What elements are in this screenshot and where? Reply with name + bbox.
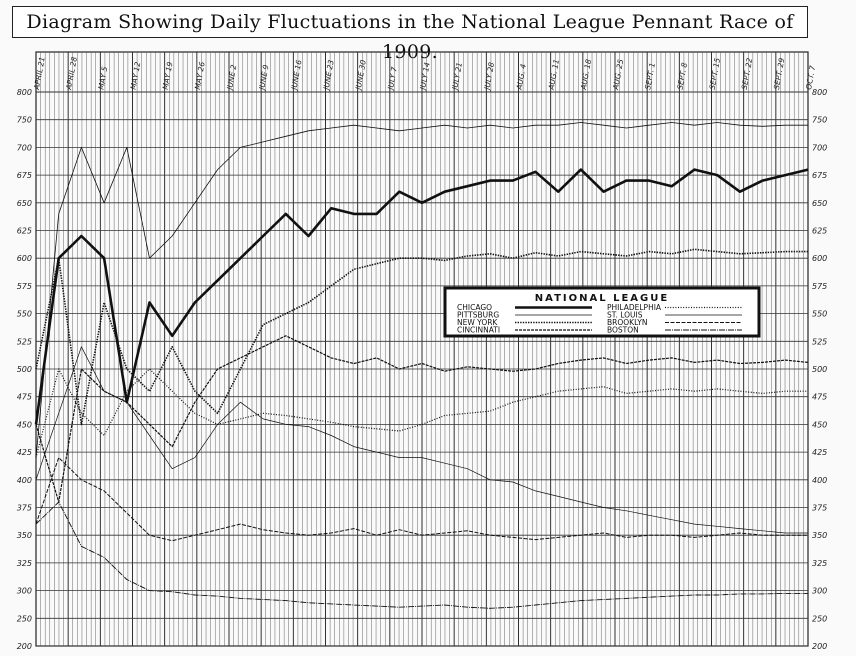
legend-entry: NEW YORK [457,318,498,327]
right-tick-label: 425 [812,448,827,457]
right-tick-label: 525 [812,337,827,346]
legend-entry: BOSTON [607,326,639,335]
date-label: SEPT. 29 [772,57,786,90]
series-line-boston [35,501,808,609]
date-label: MAY 26 [193,61,207,90]
right-tick-label: 700 [812,143,827,152]
date-label: JULY 14 [418,61,432,92]
left-tick-label: 525 [17,337,32,346]
series-line-st-louis [35,346,808,534]
legend-entry: CHICAGO [457,303,492,312]
right-tick-label: 750 [812,116,827,125]
legend-entry: CINCINNATI [457,326,500,335]
date-label: MAY 12 [129,61,143,90]
grid-lines [35,51,809,647]
left-tick-label: 675 [17,171,32,180]
left-tick-label: 375 [17,504,32,513]
series-lines [34,122,809,609]
series-line-pittsburg [35,122,808,458]
right-tick-label: 600 [812,254,827,263]
right-tick-label: 200 [812,642,827,651]
right-axis: 800 750 700 675 650 625 600 575 550 525 500 475 450 4… [812,88,827,651]
series-line-brooklyn [35,457,808,542]
legend-frame [443,286,761,338]
date-label: APRIL 28 [64,56,79,91]
legend-entry: BROOKLYN [607,318,647,327]
right-tick-label: 375 [812,504,827,513]
date-label: OCT. 7 [804,65,817,91]
legend-title: NATIONAL LEAGUE [535,293,669,304]
left-tick-label: 700 [17,143,32,152]
left-tick-label: 500 [17,365,32,374]
left-tick-label: 425 [17,448,32,457]
date-label: SEPT. 8 [675,62,689,91]
right-tick-label: 325 [812,559,827,568]
date-label: AUG. 25 [611,58,625,91]
legend-entry: PITTSBURG [457,311,499,320]
left-tick-label: 550 [17,310,32,319]
left-tick-label: 625 [17,227,32,236]
right-tick-label: 625 [812,227,827,236]
date-label: SEPT. 15 [708,57,722,90]
right-tick-label: 550 [812,310,827,319]
legend-entry: ST. LOUIS [607,311,643,320]
date-label: SEPT. 22 [740,57,754,90]
left-axis: 800 750 700 675 650 625 600 575 550 525 500 475 450 4… [17,88,32,651]
series-line-cincinnati [35,335,809,503]
left-tick-label: 575 [17,282,32,291]
date-label: SEPT. 1 [643,62,657,90]
left-tick-label: 650 [17,199,32,208]
left-tick-label: 250 [17,614,32,623]
right-tick-label: 400 [812,476,827,485]
left-tick-label: 350 [17,531,32,540]
right-tick-label: 800 [812,88,827,97]
date-label: MAY 19 [161,61,175,90]
date-label: JUNE 2 [225,64,239,93]
date-label: AUG. 18 [579,58,593,91]
right-tick-label: 250 [812,614,827,623]
left-tick-label: 450 [17,420,32,429]
right-tick-label: 475 [812,393,827,402]
left-tick-label: 300 [17,587,32,596]
right-tick-label: 350 [812,531,827,540]
date-labels: APRIL 21 APRIL 28 MAY 5 MAY 12 MAY 19 MAY 26 J… [32,56,817,92]
series-line-chicago [34,168,809,425]
date-label: JUNE 9 [257,64,271,93]
left-tick-label: 400 [17,476,32,485]
date-label: JULY 7 [386,66,399,92]
date-label: AUG. 4 [514,63,528,91]
date-label: JULY 28 [482,61,496,92]
date-label: MAY 5 [96,66,109,91]
chart-title: Diagram Showing Daily Fluctuations in th… [12,6,808,63]
legend-entry: PHILADELPHIA [607,303,662,312]
right-tick-label: 450 [812,420,827,429]
left-tick-label: 200 [17,642,32,651]
left-tick-label: 325 [17,559,32,568]
series-line-philadelphia [35,368,808,458]
right-tick-label: 500 [812,365,827,374]
date-label: APRIL 21 [32,56,47,91]
right-tick-label: 650 [812,199,827,208]
right-tick-label: 575 [812,282,827,291]
left-tick-label: 600 [17,254,32,263]
date-label: JULY 21 [450,62,464,93]
date-label: JUNE 23 [321,59,335,92]
date-label: AUG. 11 [547,59,561,92]
right-tick-label: 675 [812,171,827,180]
date-label: JUNE 16 [289,59,303,92]
left-tick-label: 475 [17,393,32,402]
left-tick-label: 750 [17,116,32,125]
date-label: JUNE 30 [353,59,367,92]
right-tick-label: 300 [812,587,827,596]
left-tick-label: 800 [17,88,32,97]
